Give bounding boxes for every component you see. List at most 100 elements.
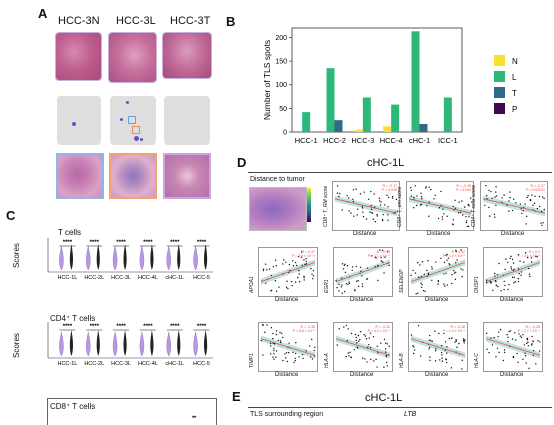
legend-swatch-n	[494, 55, 505, 66]
scatter-point	[354, 289, 356, 292]
scatter-point	[485, 281, 488, 284]
scatter-point	[503, 349, 506, 351]
violin-x-label: HCC-3L	[111, 361, 131, 366]
scatter-point	[446, 346, 448, 348]
scatter-point	[434, 194, 437, 196]
legend-label-p: P	[512, 105, 517, 114]
scatter-point	[503, 194, 505, 196]
scatter-point	[540, 222, 542, 224]
violin-plot-t-cells: **** HCC-1L **** HCC-2L **** HCC-3L **** HCC-4L…	[47, 238, 213, 280]
legend-label-l: L	[512, 73, 517, 82]
scatter-point	[495, 186, 497, 188]
scatter-point	[468, 205, 470, 207]
scatter-point	[272, 356, 274, 358]
scatter-point	[438, 207, 441, 209]
scatter-point	[349, 351, 351, 354]
scatter-point	[428, 201, 430, 203]
bar-n-hcc-4	[383, 126, 392, 132]
scatter-point	[512, 356, 515, 359]
scatter-point	[338, 195, 340, 198]
scatter-point	[272, 266, 275, 268]
scatter-point	[506, 333, 508, 336]
x-tick-label: cHC-1	[409, 136, 430, 145]
scatter-point	[344, 271, 347, 274]
scatter-point	[346, 195, 348, 197]
scatter-point	[352, 198, 354, 200]
scatter-point	[359, 330, 362, 333]
scatter-point	[444, 341, 447, 343]
legend-swatch-l	[494, 71, 505, 82]
violin-shape-chc-1l	[166, 331, 171, 357]
scatter-point	[356, 214, 358, 216]
scatter-point	[336, 344, 338, 346]
scatter-point	[490, 282, 492, 284]
scatter-point	[426, 205, 428, 207]
bar-l-hcc-2	[326, 68, 335, 132]
scatter-point	[507, 261, 509, 263]
sig-label: ****	[116, 240, 126, 246]
scatter-point	[361, 205, 364, 208]
regression-line	[260, 262, 316, 282]
scatter-point	[461, 368, 463, 370]
scatter-point	[372, 218, 375, 220]
scatter-point	[378, 200, 381, 202]
scatter-point	[526, 256, 529, 259]
scatter-point	[446, 215, 448, 218]
scatter-point	[415, 293, 417, 295]
scatter-point	[294, 281, 297, 283]
scatter-point	[383, 366, 385, 368]
scatter-point	[279, 331, 281, 334]
scatter-point	[295, 341, 297, 344]
scatter-point	[378, 197, 381, 200]
violin-shape-hcc-1l	[59, 245, 64, 271]
scatter-point	[269, 353, 272, 355]
scatter-point	[451, 282, 453, 285]
scatter-point	[275, 350, 278, 352]
scatter-svg	[335, 324, 391, 368]
scatter-point	[519, 335, 522, 337]
scatter-point	[345, 283, 348, 285]
scatter-point	[282, 359, 284, 362]
scatter-point	[295, 352, 297, 355]
scatter-point	[443, 283, 445, 285]
scatter-point	[451, 337, 453, 340]
scatter-point	[421, 197, 423, 200]
scatter-point	[262, 354, 264, 356]
scatter-point	[493, 213, 496, 216]
scatter-point	[298, 281, 301, 283]
scatter-point	[366, 361, 368, 363]
scatter-point	[452, 224, 454, 226]
violin-plot-cd4: **** HCC-1L **** HCC-2L **** HCC-3L **** HCC-4L…	[47, 322, 213, 366]
scatter-point	[429, 359, 431, 362]
scatter-point	[441, 357, 443, 359]
scatter-point	[470, 197, 472, 199]
panel-letter-a: A	[38, 6, 48, 21]
scatter-point	[376, 345, 378, 348]
violin-shape-hcc-4l	[139, 331, 145, 357]
x-tick-label: HCC-2	[323, 136, 346, 145]
scatter-point	[383, 272, 385, 274]
scatter-point	[458, 201, 460, 203]
scatter-point	[463, 340, 465, 342]
scatter-point	[513, 282, 515, 284]
scatter-point	[442, 208, 444, 211]
scatter-point	[514, 281, 517, 283]
scatter-point	[363, 191, 365, 193]
scatter-point	[542, 222, 544, 224]
scatter-point	[348, 281, 350, 283]
scatter-point	[455, 340, 458, 342]
scatter-point	[290, 280, 293, 283]
scatter-xlabel: Distance	[500, 297, 524, 303]
scatter-point	[346, 265, 349, 267]
scatter-point	[341, 292, 344, 294]
scatter-point	[384, 204, 386, 206]
scatter-point	[373, 206, 376, 208]
scatter-point	[519, 203, 522, 205]
scatter-point	[494, 216, 496, 218]
scatter-point	[538, 205, 541, 208]
scatter-point	[420, 275, 423, 278]
scatter-point	[534, 195, 536, 198]
scatter-point	[527, 194, 529, 197]
scatter-point	[339, 192, 341, 195]
scatter-point	[518, 333, 520, 335]
